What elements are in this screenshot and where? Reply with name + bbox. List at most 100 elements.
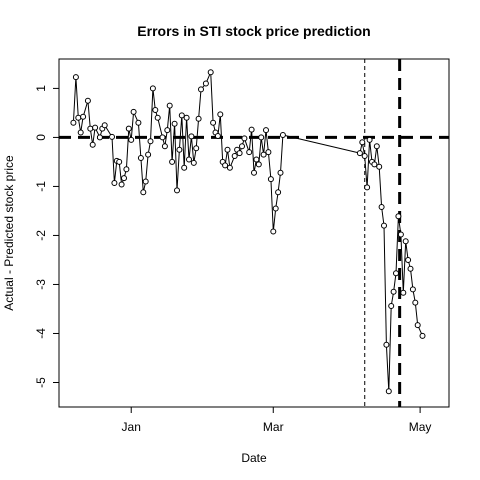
data-point <box>207 69 214 76</box>
data-point <box>198 86 204 93</box>
data-point <box>183 114 190 121</box>
data-point <box>70 119 77 126</box>
x-axis: Jan Mar May <box>122 407 432 434</box>
data-point <box>239 143 245 150</box>
data-point <box>188 133 195 140</box>
data-point <box>270 228 277 235</box>
data-point <box>214 133 221 139</box>
data-point <box>118 181 125 188</box>
data-point <box>265 149 272 156</box>
y-tick-label: -5 <box>34 377 48 388</box>
data-point <box>140 189 147 196</box>
chart-title: Errors in STI stock price prediction <box>137 23 370 39</box>
data-point <box>75 114 82 121</box>
data-point <box>125 125 132 132</box>
data-point <box>174 187 180 194</box>
data-point <box>241 135 248 142</box>
data-point <box>272 205 279 212</box>
data-point <box>72 74 79 81</box>
y-tick-label: -4 <box>34 328 48 339</box>
data-point <box>255 161 262 168</box>
data-point <box>251 169 257 176</box>
data-point <box>210 119 217 126</box>
data-point <box>154 114 161 121</box>
data-point <box>89 141 96 148</box>
data-point <box>142 178 149 185</box>
data-point <box>217 111 224 118</box>
data-point <box>376 163 383 170</box>
data-point <box>186 156 192 163</box>
y-tick-label: -1 <box>34 181 48 192</box>
data-point <box>419 332 426 339</box>
data-point <box>161 143 168 150</box>
data-point <box>111 180 118 186</box>
data-point <box>236 150 243 157</box>
x-axis-label: Date <box>241 451 267 465</box>
data-point <box>178 112 185 119</box>
data-point <box>152 107 159 113</box>
data-point <box>202 80 209 87</box>
data-point <box>190 159 197 166</box>
data-point <box>275 189 282 196</box>
data-point <box>395 213 402 220</box>
data-point <box>87 125 94 132</box>
y-axis: -5 -4 -3 -2 -1 0 1 <box>34 85 59 388</box>
x-tick-label: May <box>409 420 432 434</box>
data-point <box>123 166 130 173</box>
data-point <box>393 270 399 277</box>
y-tick-label: -3 <box>34 279 48 290</box>
data-point <box>224 146 231 153</box>
series-line <box>72 72 423 392</box>
data-point <box>409 286 416 293</box>
data-point <box>116 158 123 165</box>
series-group <box>70 69 426 395</box>
data-point <box>402 238 409 245</box>
data-point <box>130 108 137 115</box>
data-point <box>222 162 229 169</box>
data-point <box>137 155 144 161</box>
data-point <box>253 156 260 163</box>
reference-lines <box>59 59 449 407</box>
data-point <box>378 204 385 210</box>
data-point <box>277 169 284 176</box>
data-point <box>279 132 286 138</box>
data-point <box>258 134 265 141</box>
data-point <box>412 299 419 306</box>
data-point <box>96 134 103 141</box>
data-point <box>248 126 255 133</box>
data-point <box>226 164 233 171</box>
x-tick-label: Jan <box>122 420 141 434</box>
data-point <box>400 289 407 296</box>
plot-frame <box>58 58 450 408</box>
data-point <box>195 115 202 122</box>
y-tick-label: -2 <box>34 230 48 241</box>
data-point <box>397 231 404 238</box>
data-point <box>109 133 115 140</box>
data-point <box>171 120 178 127</box>
data-point <box>159 134 166 141</box>
y-tick-label: 0 <box>34 134 48 141</box>
data-point <box>405 257 412 263</box>
data-point <box>77 129 84 136</box>
data-point <box>169 158 176 165</box>
data-point <box>414 322 421 329</box>
data-point <box>145 151 152 158</box>
data-point <box>385 388 392 395</box>
data-point <box>166 102 173 109</box>
data-point <box>135 119 142 126</box>
y-tick-label: 1 <box>34 85 48 92</box>
data-point <box>381 222 387 229</box>
data-point <box>121 175 127 182</box>
data-point <box>181 164 188 171</box>
data-point <box>373 143 380 150</box>
data-point <box>128 136 135 143</box>
data-point <box>383 341 390 348</box>
data-point <box>388 303 395 309</box>
data-point <box>231 153 238 159</box>
data-point <box>366 136 373 143</box>
data-point <box>149 85 156 92</box>
data-point <box>260 151 267 158</box>
data-point <box>361 153 368 159</box>
data-point <box>92 124 99 131</box>
